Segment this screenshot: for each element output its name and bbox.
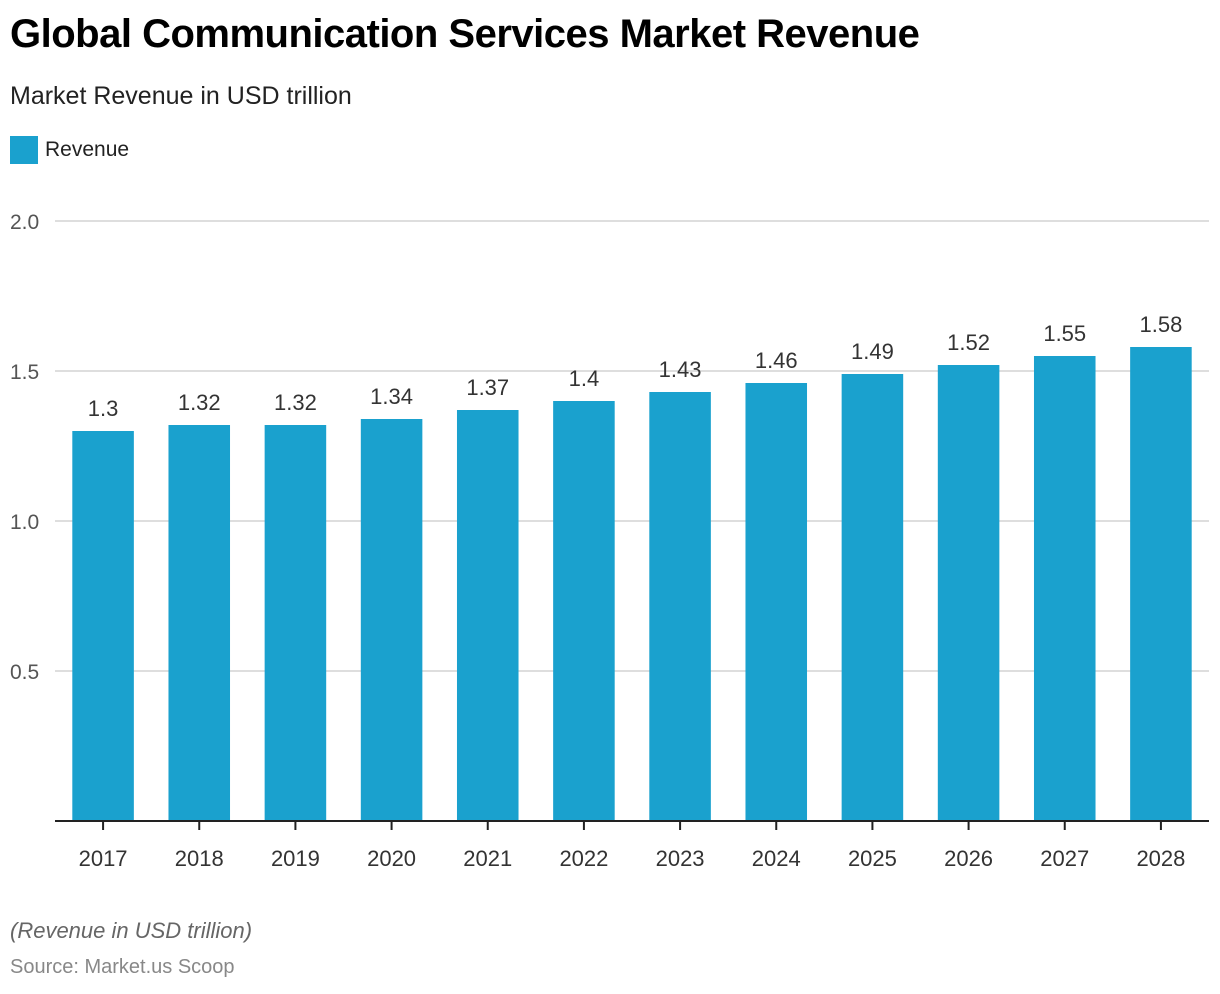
x-tick-label: 2028 bbox=[1136, 846, 1185, 871]
data-labels: 1.3 1.32 1.32 1.34 1.37 1.4 1.43 1.46 1.49 1.52 1.… bbox=[88, 312, 1183, 421]
x-tick-label: 2019 bbox=[271, 846, 320, 871]
legend: Revenue bbox=[10, 136, 129, 164]
data-label: 1.46 bbox=[755, 348, 798, 373]
data-label: 1.52 bbox=[947, 330, 990, 355]
data-label: 1.32 bbox=[274, 390, 317, 415]
x-axis: 2017 2018 2019 2020 2021 2022 2023 2024 2025 2026… bbox=[55, 820, 1209, 871]
bar bbox=[456, 410, 519, 821]
chart-title: Global Communication Services Market Rev… bbox=[10, 12, 920, 56]
bar bbox=[72, 431, 134, 821]
bars bbox=[72, 347, 1192, 821]
source-text: Source: Market.us Scoop bbox=[10, 956, 235, 978]
data-label: 1.58 bbox=[1140, 312, 1183, 337]
bar bbox=[1033, 356, 1096, 821]
y-tick-label: 1.5 bbox=[10, 361, 39, 384]
y-axis-labels: 0.5 1.0 1.5 2.0 bbox=[10, 211, 39, 684]
data-label: 1.34 bbox=[370, 384, 413, 409]
data-label: 1.49 bbox=[851, 339, 894, 364]
x-tick-label: 2023 bbox=[656, 846, 705, 871]
data-label: 1.55 bbox=[1043, 321, 1086, 346]
data-label: 1.4 bbox=[569, 366, 600, 391]
bar bbox=[1130, 347, 1192, 821]
x-tick-label: 2027 bbox=[1040, 846, 1089, 871]
bar bbox=[745, 383, 808, 821]
data-label: 1.43 bbox=[659, 357, 702, 382]
bar bbox=[264, 425, 327, 821]
data-label: 1.37 bbox=[466, 375, 509, 400]
gridlines bbox=[55, 220, 1209, 672]
bar bbox=[553, 401, 615, 821]
y-tick-label: 1.0 bbox=[10, 511, 39, 534]
x-tick-label: 2021 bbox=[463, 846, 512, 871]
data-label: 1.32 bbox=[178, 390, 221, 415]
chart-subtitle: Market Revenue in USD trillion bbox=[10, 82, 352, 110]
bar bbox=[937, 365, 1000, 821]
data-label: 1.3 bbox=[88, 396, 119, 421]
x-tick-label: 2024 bbox=[752, 846, 801, 871]
bar bbox=[360, 419, 423, 821]
y-tick-label: 2.0 bbox=[10, 211, 39, 234]
bar bbox=[649, 392, 711, 821]
bar bbox=[841, 374, 904, 821]
y-tick-label: 0.5 bbox=[10, 661, 39, 684]
x-tick-label: 2017 bbox=[79, 846, 128, 871]
legend-swatch bbox=[10, 136, 38, 164]
x-tick-label: 2018 bbox=[175, 846, 224, 871]
x-tick-label: 2025 bbox=[848, 846, 897, 871]
x-tick-label: 2022 bbox=[559, 846, 608, 871]
footnote: (Revenue in USD trillion) bbox=[10, 918, 253, 943]
legend-label: Revenue bbox=[45, 138, 130, 161]
bar bbox=[168, 425, 231, 821]
x-tick-label: 2026 bbox=[944, 846, 993, 871]
x-tick-label: 2020 bbox=[367, 846, 416, 871]
